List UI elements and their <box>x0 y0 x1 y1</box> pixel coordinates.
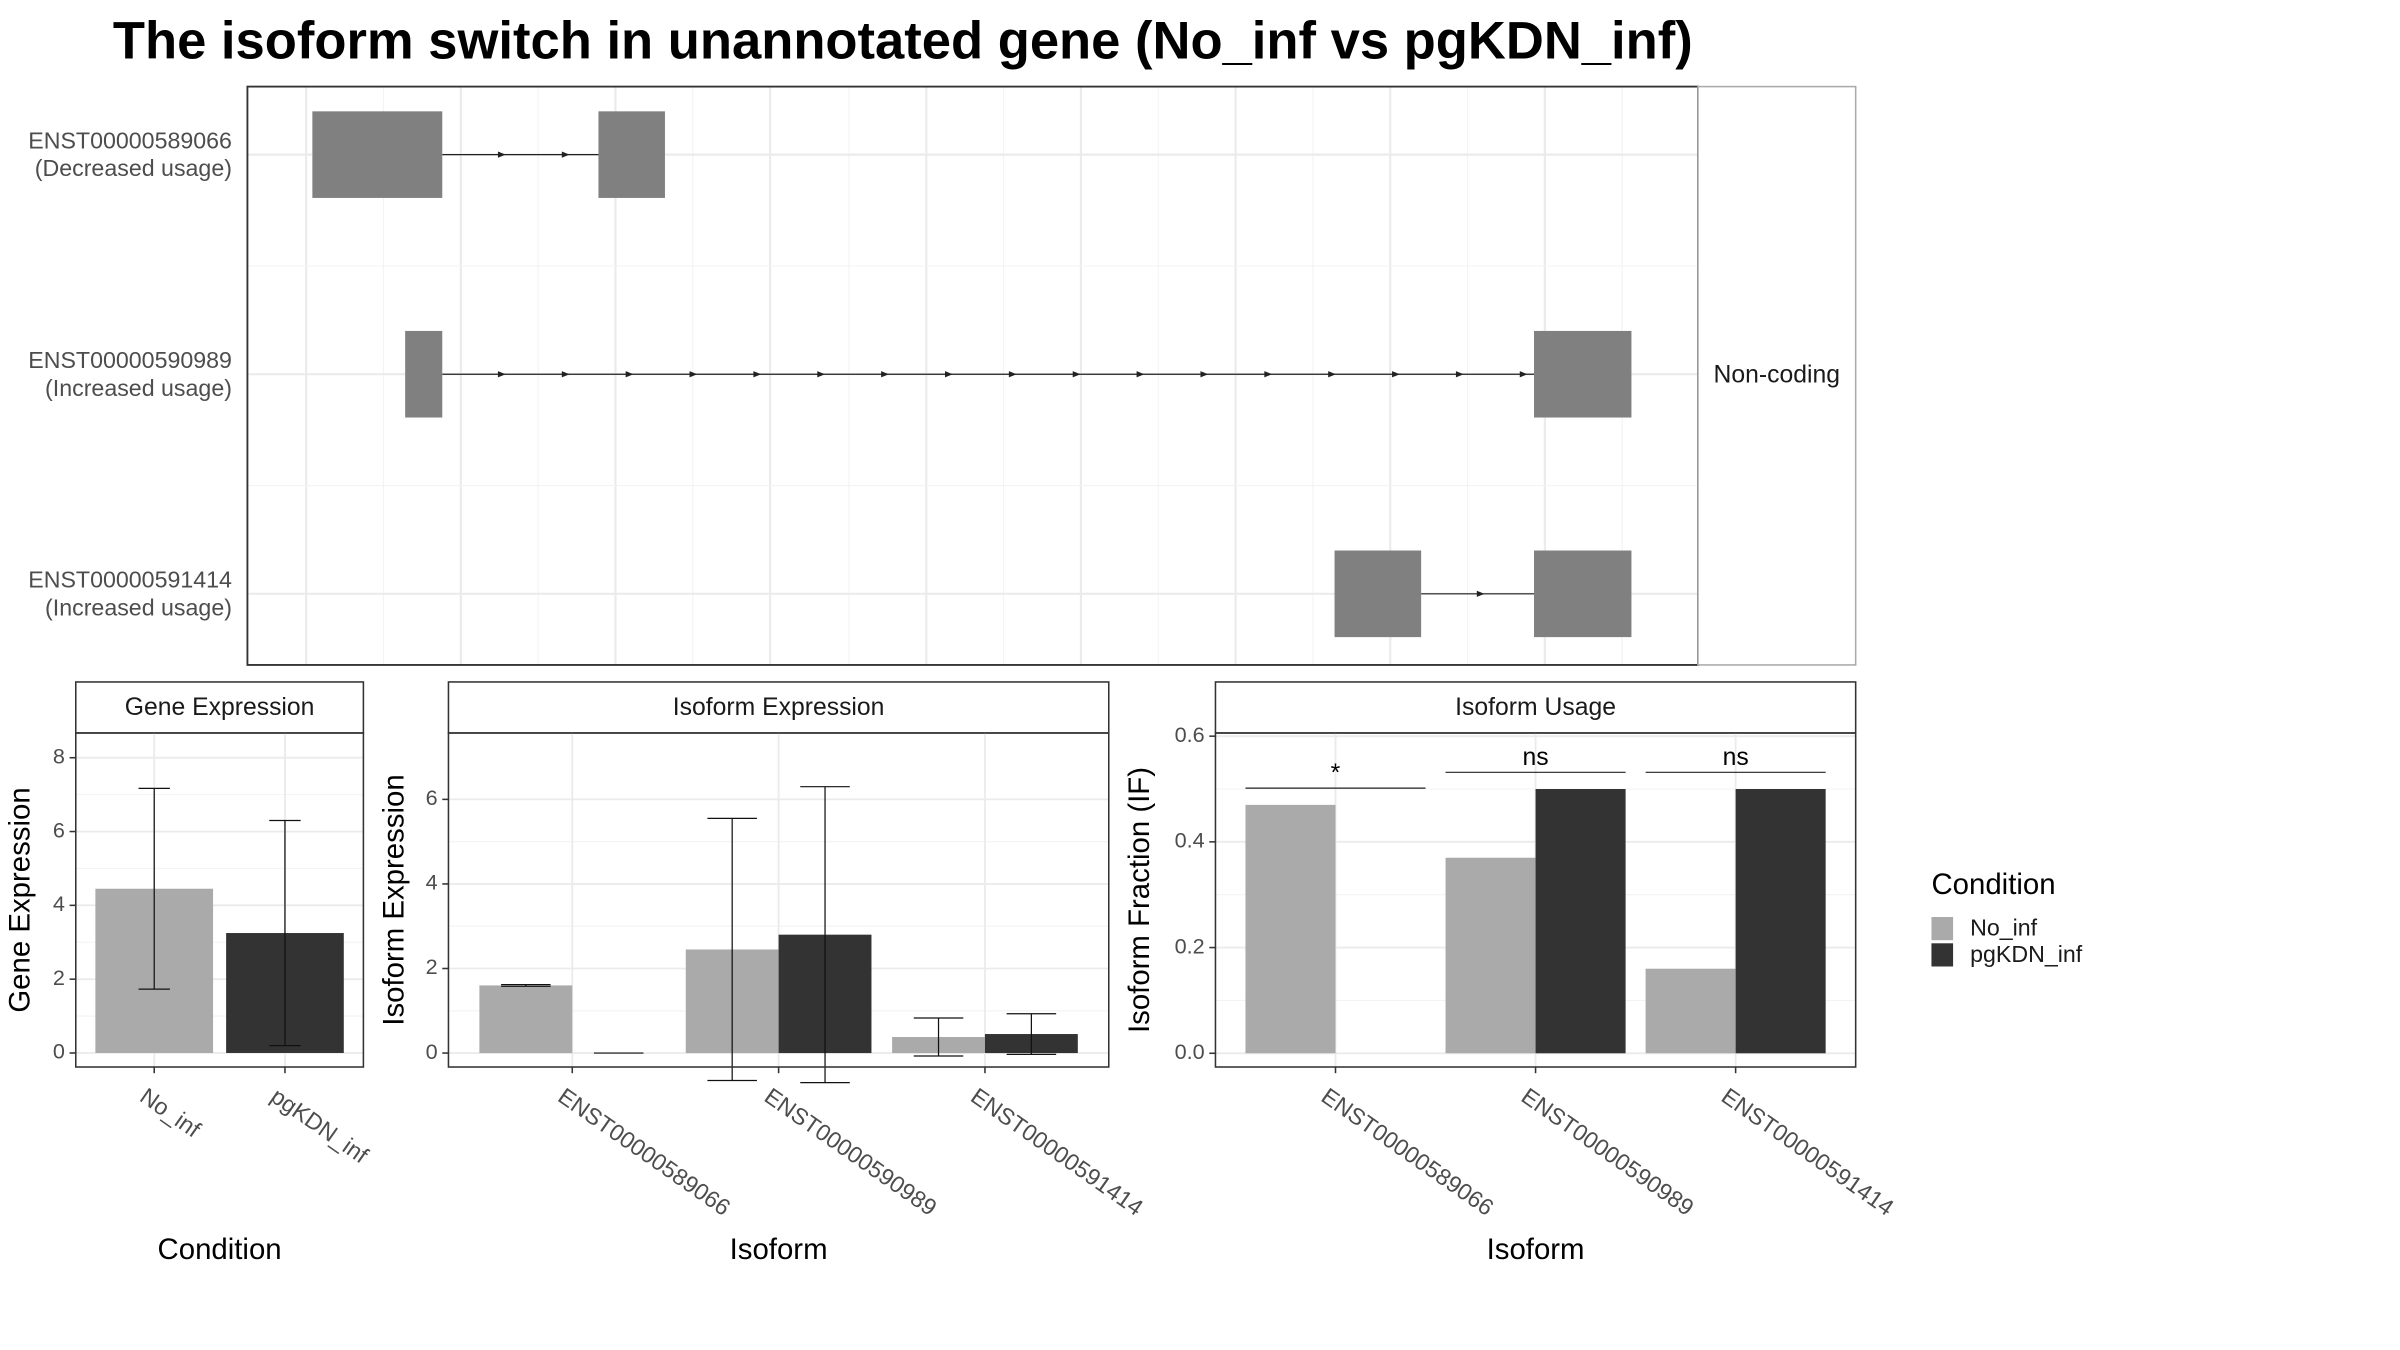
intron-arrow <box>881 371 889 378</box>
intron-arrow <box>1328 371 1336 378</box>
strip <box>75 681 365 734</box>
plot-background <box>247 86 1698 665</box>
x-tick-label: ENST00000591414 <box>966 1083 1148 1221</box>
exon <box>405 330 443 418</box>
error-bar <box>501 983 551 987</box>
bar <box>1445 857 1536 1054</box>
legend-label: pgKDN_inf <box>1970 941 2083 967</box>
legend-swatch <box>1931 917 1954 941</box>
bar <box>1735 789 1826 1054</box>
intron-arrow <box>1476 590 1485 597</box>
error-bar <box>913 1017 964 1057</box>
plot-border <box>447 732 1110 1068</box>
y-axis-title: Gene Expression <box>3 787 36 1012</box>
exon <box>1334 550 1422 638</box>
transcript-id: ENST00000589066 <box>28 127 232 153</box>
y-tick-label: 4 <box>53 891 65 916</box>
bar <box>479 985 573 1054</box>
bar <box>1535 789 1626 1054</box>
intron-arrow <box>1008 371 1017 378</box>
y-tick-label: 6 <box>53 817 65 842</box>
y-tick-label: 0.4 <box>1175 828 1205 853</box>
bar <box>1645 968 1736 1054</box>
strip <box>1697 85 1857 666</box>
transcript-usage: (Decreased usage) <box>35 155 232 181</box>
x-tick-label: No_inf <box>135 1083 205 1143</box>
figure-title: The isoform switch in unannotated gene (… <box>113 12 1693 71</box>
transcript-id: ENST00000590989 <box>28 347 232 373</box>
significance-label: ns <box>1523 744 1549 771</box>
intron-arrow <box>1072 371 1081 378</box>
x-tick-label: pgKDN_inf <box>266 1083 373 1169</box>
error-bar <box>1006 1013 1057 1055</box>
exon <box>1534 330 1632 418</box>
intron-arrow <box>497 371 506 378</box>
x-axis-title: Condition <box>158 1233 282 1266</box>
intron-arrow <box>753 371 762 378</box>
strip-label: Gene Expression <box>125 694 315 721</box>
y-axis-title: Isoform Fraction (IF) <box>1123 767 1156 1033</box>
error-bar <box>269 819 301 1047</box>
intron-arrow <box>689 371 698 378</box>
y-tick-label: 6 <box>426 785 438 810</box>
transcript-usage: (Increased usage) <box>45 594 232 620</box>
y-tick-label: 0.2 <box>1175 933 1205 958</box>
y-tick-label: 0.0 <box>1175 1039 1205 1064</box>
x-tick-label: ENST00000591414 <box>1717 1083 1899 1221</box>
strip <box>447 681 1110 734</box>
intron-arrow <box>497 151 506 158</box>
intron-arrow <box>561 151 570 158</box>
intron-arrow <box>1455 371 1464 378</box>
y-tick-label: 0 <box>53 1039 65 1064</box>
intron-arrow <box>625 371 634 378</box>
error-bar <box>707 817 757 1082</box>
x-axis-title: Isoform <box>1487 1233 1585 1266</box>
exon <box>598 111 665 198</box>
significance-label: * <box>1331 760 1341 787</box>
x-axis-title: Isoform <box>730 1233 828 1266</box>
transcript-id: ENST00000591414 <box>28 567 232 593</box>
exon <box>312 111 443 198</box>
y-tick-label: 8 <box>53 743 65 768</box>
legend-title: Condition <box>1931 868 2055 901</box>
y-tick-label: 0 <box>426 1039 438 1064</box>
error-bar <box>800 786 850 1084</box>
strip-label: Isoform Usage <box>1455 694 1616 721</box>
strip-label: Isoform Expression <box>673 694 885 721</box>
y-tick-label: 4 <box>426 870 438 895</box>
plot-border <box>1214 732 1857 1068</box>
y-tick-label: 2 <box>53 965 65 990</box>
intron-arrow <box>1519 371 1528 378</box>
legend-label: No_inf <box>1970 915 2038 941</box>
y-tick-label: 2 <box>426 954 438 979</box>
strip-label: Non-coding <box>1714 361 1841 388</box>
significance-label: ns <box>1723 744 1749 771</box>
x-tick-label: ENST00000590989 <box>1517 1083 1699 1221</box>
y-axis-title: Isoform Expression <box>378 774 411 1025</box>
transcript-usage: (Increased usage) <box>45 375 232 401</box>
exon <box>1534 550 1632 638</box>
plot-border <box>75 732 365 1068</box>
intron-arrow <box>561 371 570 378</box>
intron-arrow <box>944 371 953 378</box>
bar <box>1245 804 1336 1054</box>
x-tick-label: ENST00000589066 <box>1317 1083 1499 1221</box>
legend-swatch <box>1931 943 1954 967</box>
x-tick-label: ENST00000589066 <box>554 1083 736 1221</box>
intron-arrow <box>1264 371 1273 378</box>
x-tick-label: ENST00000590989 <box>760 1083 942 1221</box>
intron-arrow <box>1136 371 1145 378</box>
y-tick-label: 0.6 <box>1175 722 1205 747</box>
intron-arrow <box>1392 371 1400 378</box>
intron-arrow <box>1200 371 1209 378</box>
intron-arrow <box>817 371 825 378</box>
error-bar <box>138 787 170 990</box>
